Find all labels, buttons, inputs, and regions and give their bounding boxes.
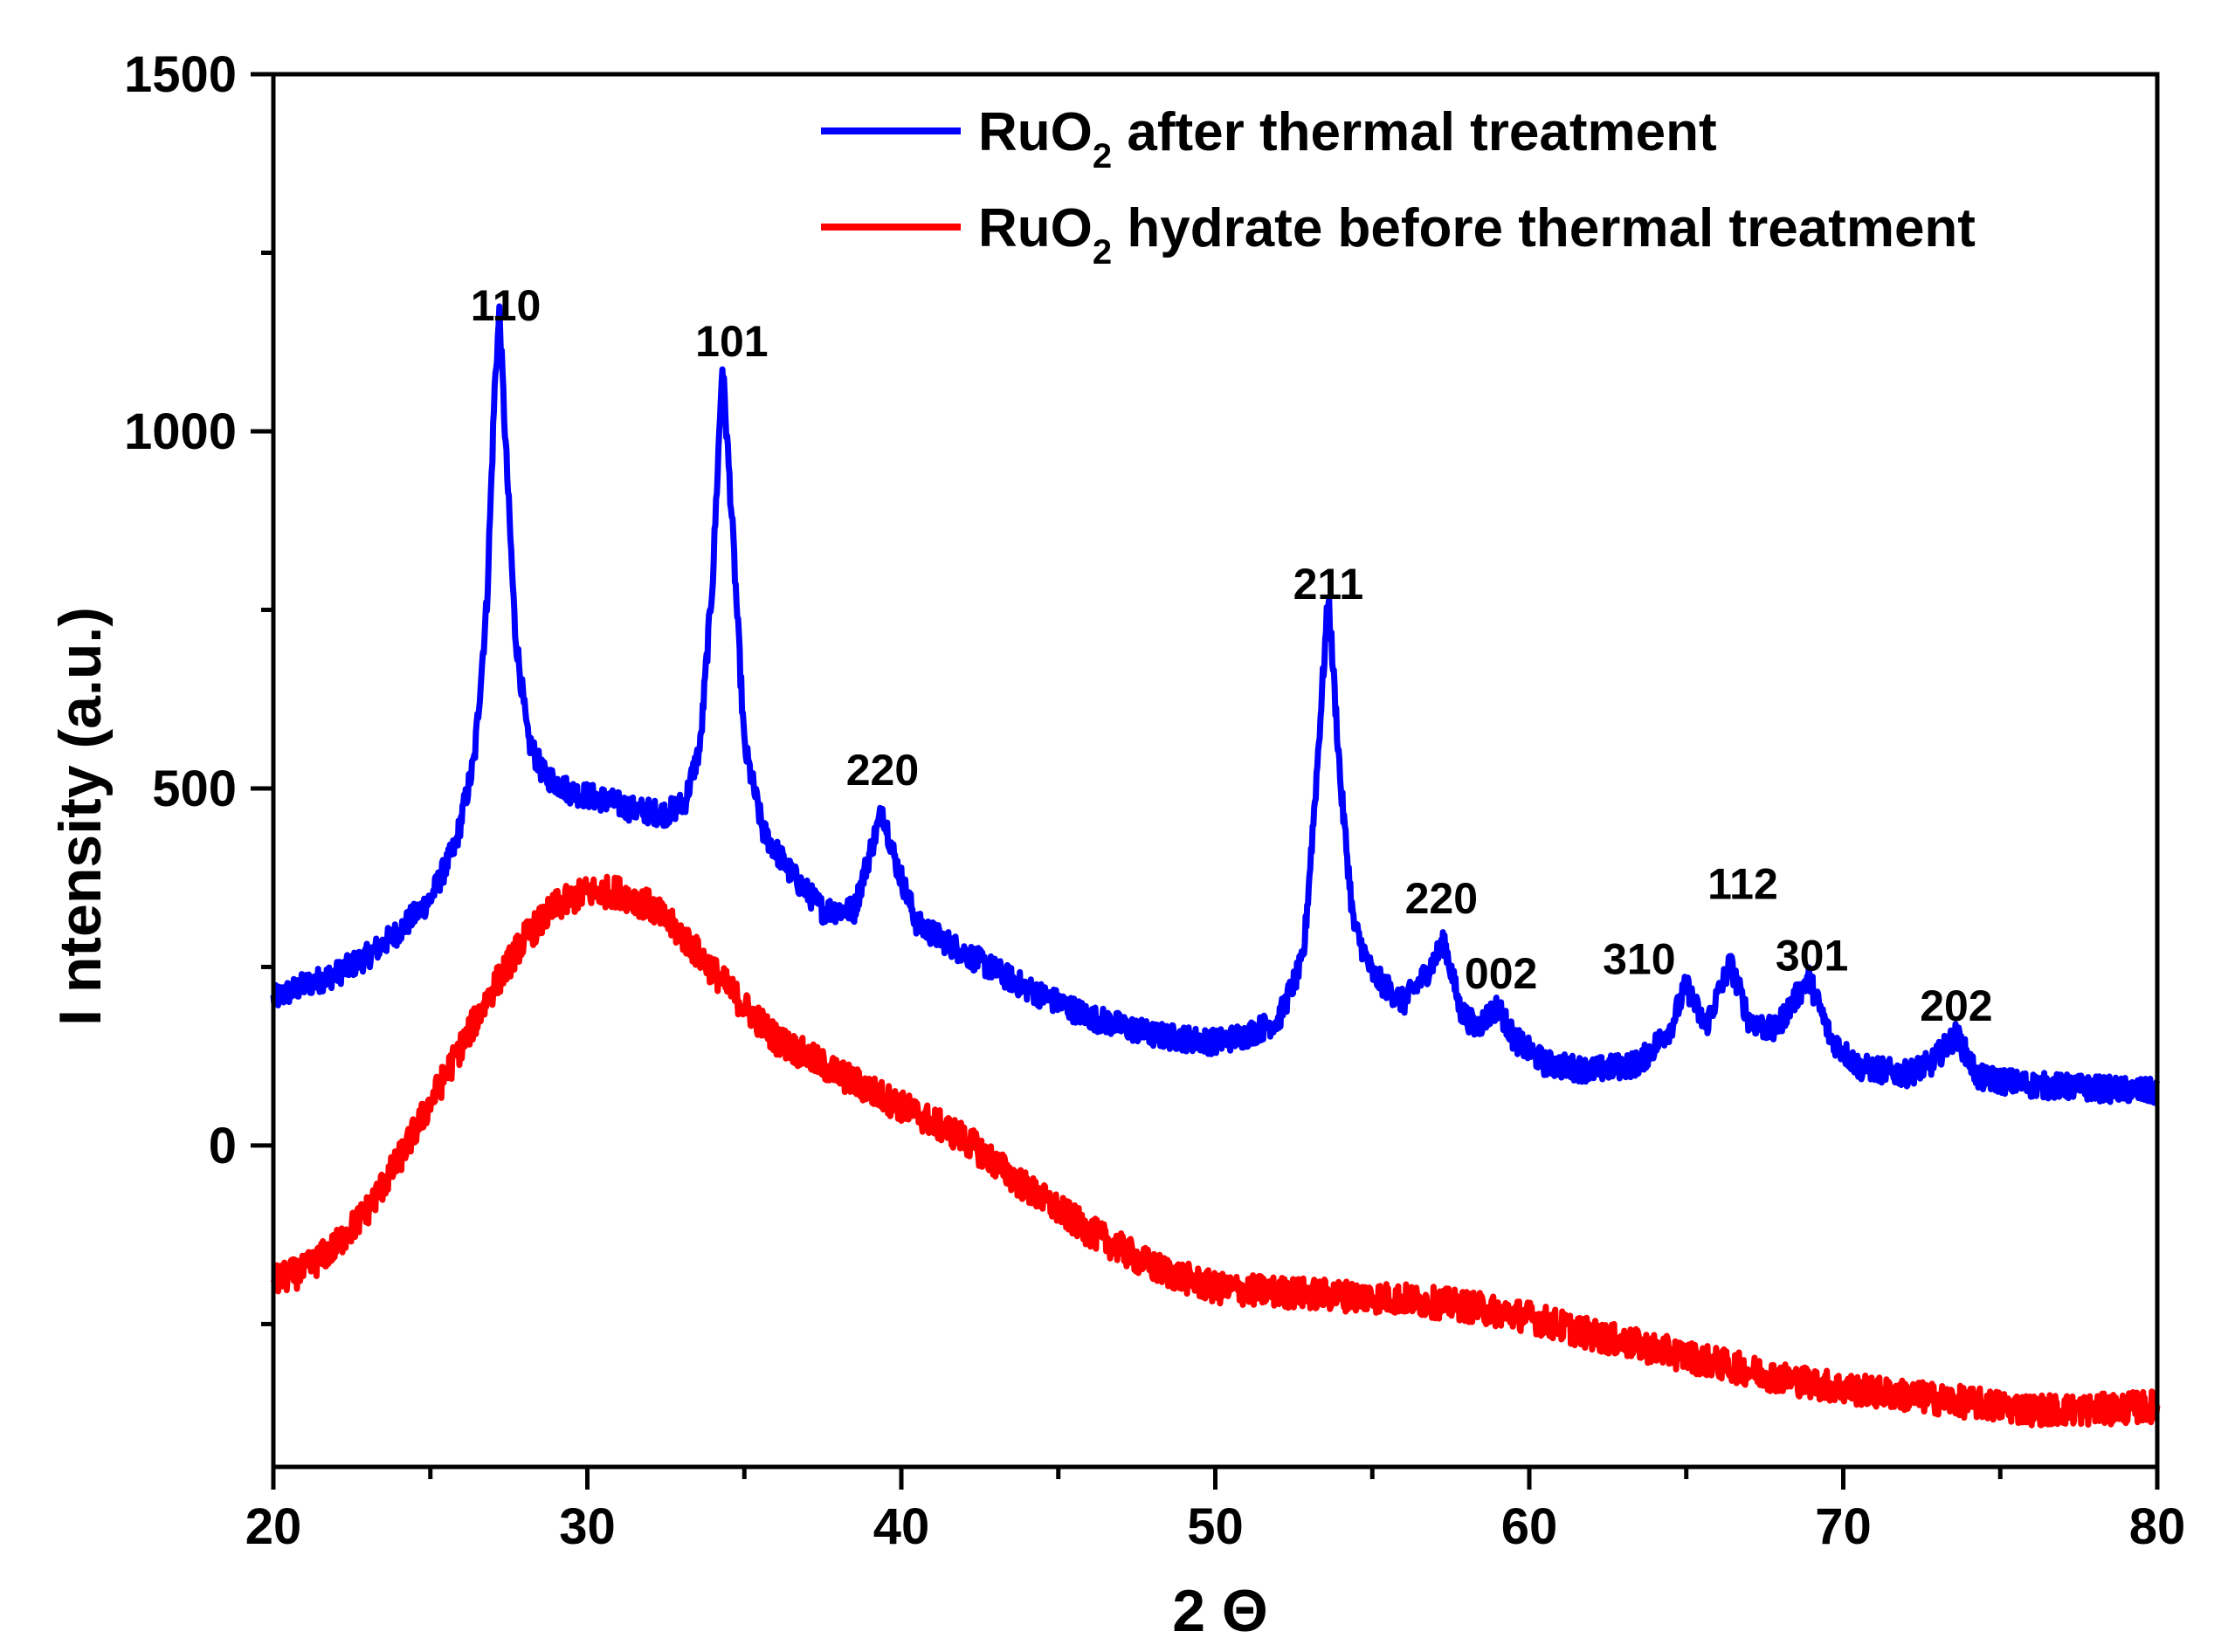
peak-label: 110 (471, 281, 541, 330)
x-tick-label: 50 (1187, 1498, 1244, 1555)
y-tick-label: 1000 (124, 403, 237, 460)
x-tick-label: 70 (1815, 1498, 1872, 1555)
peak-label: 220 (1405, 874, 1478, 923)
peak-label: 202 (1920, 981, 1992, 1030)
legend-label-main: RuO (978, 198, 1093, 258)
annotation-layer: 110 101 220 211 220 002 310 112 301 202 (471, 281, 1993, 1030)
peak-label: 211 (1293, 560, 1364, 609)
legend-label-0: RuO2 after thermal treatment (978, 102, 1717, 176)
y-tick-label: 1500 (124, 46, 237, 103)
legend-label-main: RuO (978, 102, 1093, 162)
y-axis-title: I ntensity (a.u.) (47, 607, 114, 1026)
x-tick-label: 40 (873, 1498, 930, 1555)
series-line-0 (270, 303, 2161, 1106)
y-tick-label: 0 (209, 1118, 237, 1174)
series-layer (270, 303, 2161, 1428)
legend-label-rest: hydrate before thermal treatment (1112, 198, 1976, 258)
legend-label-subscript: 2 (1093, 233, 1112, 272)
peak-label: 301 (1776, 932, 1848, 981)
peak-label: 002 (1465, 949, 1537, 998)
x-tick-label: 60 (1501, 1498, 1558, 1555)
peak-label: 112 (1707, 860, 1778, 909)
legend-label-subscript: 2 (1093, 137, 1112, 176)
series-line-1 (270, 873, 2161, 1428)
x-tick-label: 80 (2129, 1498, 2186, 1555)
legend-label-rest: after thermal treatment (1112, 102, 1717, 162)
x-tick-label: 20 (245, 1498, 302, 1555)
peak-label: 220 (846, 746, 919, 795)
x-axis-title: 2 Θ (1172, 1578, 1268, 1644)
y-tick-label: 500 (152, 761, 237, 817)
peak-label: 310 (1603, 935, 1675, 984)
legend-label-1: RuO2 hydrate before thermal treatment (978, 198, 1976, 272)
x-tick-label: 30 (559, 1498, 616, 1555)
axes-layer: 20 30 40 50 60 70 80 0 500 1000 1500 (124, 46, 2185, 1555)
peak-label: 101 (695, 317, 768, 366)
